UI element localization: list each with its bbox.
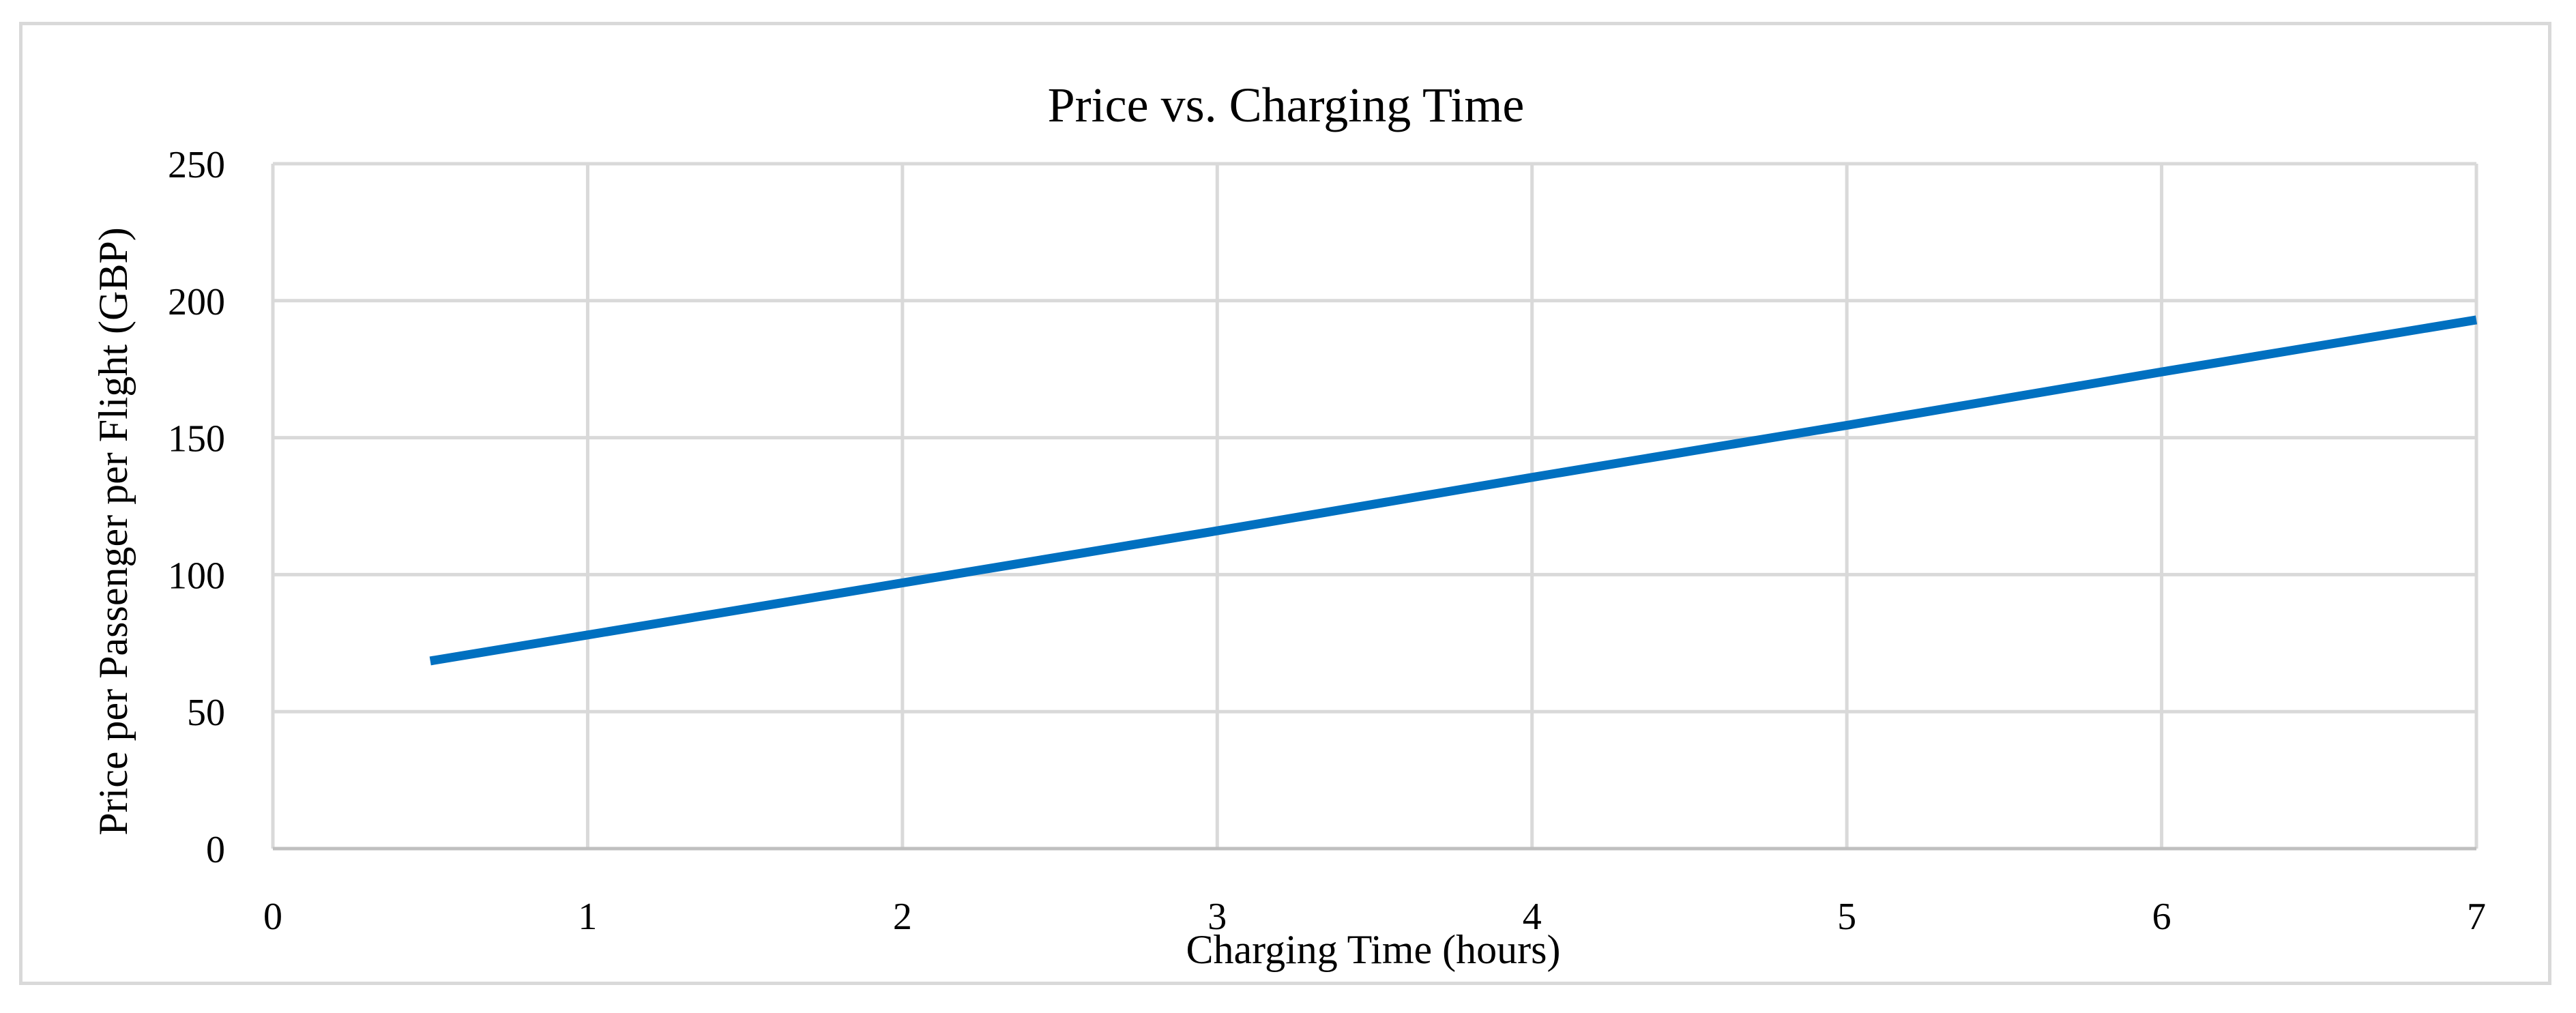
x-tick-label: 0 [263, 896, 282, 938]
y-tick-label: 0 [206, 829, 225, 871]
series-line [429, 315, 2478, 666]
x-tick-label: 4 [1523, 896, 1542, 938]
y-tick-label: 250 [168, 144, 225, 186]
y-axis-label: Price per Passenger per Flight (GBP) [91, 227, 136, 836]
x-tick-label: 5 [1837, 896, 1856, 938]
x-tick-label: 2 [893, 896, 912, 938]
chart-title: Price vs. Charging Time [1048, 78, 1525, 132]
series-layer [429, 315, 2478, 666]
x-tick-label: 1 [578, 896, 597, 938]
y-tick-label: 50 [187, 692, 225, 734]
y-tick-label: 150 [168, 418, 225, 460]
y-tick-labels: 0 50 100 150 200 250 [168, 144, 225, 871]
chart-frame [19, 22, 2551, 985]
grid-layer [271, 162, 2478, 851]
x-tick-label: 3 [1208, 896, 1227, 938]
x-tick-label: 6 [2152, 896, 2171, 938]
y-tick-label: 100 [168, 555, 225, 597]
x-tick-labels: 0 1 2 3 4 5 6 7 [263, 896, 2486, 938]
y-tick-label: 200 [168, 281, 225, 323]
x-tick-label: 7 [2467, 896, 2486, 938]
x-axis-label: Charging Time (hours) [1186, 927, 1561, 972]
